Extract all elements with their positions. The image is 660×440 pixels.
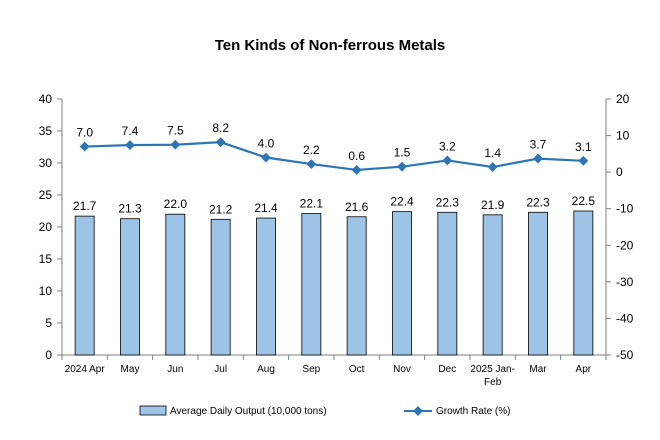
line-data-label: 1.5 bbox=[394, 146, 411, 160]
bar bbox=[74, 215, 95, 356]
bar-data-label: 21.9 bbox=[481, 198, 505, 212]
x-tick-label: 2024 Apr bbox=[65, 364, 106, 375]
legend: Average Daily Output (10,000 tons) Growt… bbox=[139, 405, 510, 417]
line-point bbox=[79, 141, 90, 152]
y-right-tick-label: 10 bbox=[616, 129, 630, 143]
y-right-tick-label: -40 bbox=[616, 311, 634, 325]
line-point bbox=[215, 137, 226, 148]
x-tick-label: Mar bbox=[529, 364, 547, 375]
bar bbox=[437, 211, 458, 356]
bar bbox=[210, 218, 231, 356]
bar-data-label: 22.4 bbox=[390, 195, 414, 209]
x-tick-label: Aug bbox=[257, 364, 275, 375]
y-right-tick-label: -20 bbox=[616, 238, 634, 252]
line-point bbox=[261, 152, 271, 163]
line-point bbox=[578, 155, 589, 166]
line-point bbox=[397, 161, 407, 172]
x-tick-label: May bbox=[121, 364, 140, 375]
bar-data-label: 22.3 bbox=[526, 195, 550, 209]
bar bbox=[120, 218, 140, 356]
line-data-label: 7.5 bbox=[167, 124, 184, 138]
bar bbox=[392, 211, 412, 356]
y-left-tick-label: 30 bbox=[39, 156, 53, 170]
y-right-tick-label: 20 bbox=[616, 92, 630, 106]
line-point bbox=[170, 139, 181, 150]
x-tick-label: Jul bbox=[214, 364, 227, 375]
line-data-label: 4.0 bbox=[258, 137, 275, 151]
bar-data-label: 22.1 bbox=[300, 197, 324, 211]
line-data-label: 8.2 bbox=[212, 121, 229, 135]
x-tick-label: 2025 Jan- bbox=[470, 364, 514, 375]
bar-data-label: 22.0 bbox=[164, 197, 188, 211]
line-point bbox=[306, 159, 317, 170]
legend-label-growth: Growth Rate (%) bbox=[436, 406, 510, 417]
line-data-label: 3.2 bbox=[439, 139, 456, 153]
line-point bbox=[125, 140, 135, 151]
y-left-tick-label: 15 bbox=[39, 252, 53, 266]
legend-marker-growth bbox=[413, 406, 423, 416]
y-left-tick-label: 20 bbox=[39, 220, 53, 234]
line-data-label: 3.1 bbox=[575, 140, 592, 154]
y-right-tick-label: -30 bbox=[616, 275, 634, 289]
y-right-tick-label: -50 bbox=[616, 348, 634, 362]
line-data-label: 3.7 bbox=[530, 138, 547, 152]
line-data-label: 7.4 bbox=[122, 124, 139, 138]
y-left-tick-label: 10 bbox=[39, 284, 53, 298]
y-left-tick-label: 35 bbox=[39, 124, 53, 138]
bar bbox=[301, 213, 322, 356]
bar-data-label: 21.3 bbox=[118, 202, 142, 216]
y-left-tick-label: 0 bbox=[45, 348, 52, 362]
y-left-tick-label: 25 bbox=[39, 188, 53, 202]
bar-data-label: 22.5 bbox=[572, 194, 596, 208]
bar-data-label: 21.2 bbox=[209, 202, 233, 216]
line-data-label: 1.4 bbox=[484, 146, 501, 160]
legend-swatch-output bbox=[139, 405, 167, 416]
x-tick-label: Apr bbox=[576, 364, 592, 375]
bar bbox=[528, 211, 548, 356]
x-tick-label: Oct bbox=[349, 364, 365, 375]
y-left-tick-label: 40 bbox=[39, 92, 53, 106]
bar-data-label: 22.3 bbox=[436, 195, 460, 209]
growth-rate-line bbox=[84, 141, 584, 172]
bar-data-label: 21.7 bbox=[73, 199, 97, 213]
x-tick-label: Dec bbox=[438, 364, 456, 375]
x-tick-label: Sep bbox=[302, 364, 320, 375]
bar bbox=[165, 213, 186, 356]
line-point bbox=[487, 162, 498, 172]
x-tick-label: Nov bbox=[393, 364, 411, 375]
bar bbox=[256, 217, 276, 356]
y-right-tick-label: 0 bbox=[616, 165, 623, 179]
bar bbox=[482, 214, 503, 356]
x-tick-label: Jun bbox=[167, 364, 183, 375]
plot-area: 0 5 10 15 20 25 30 35 40 -50 -40 -30 -20 -10 0 10 20 2024… bbox=[39, 92, 634, 388]
line-data-label: 0.6 bbox=[348, 149, 365, 163]
line-point bbox=[442, 155, 453, 166]
line-data-label: 2.2 bbox=[303, 143, 320, 157]
line-point bbox=[351, 164, 362, 175]
x-tick-label-cont: Feb bbox=[484, 377, 502, 388]
y-left-tick-label: 5 bbox=[45, 316, 52, 330]
bar bbox=[573, 210, 594, 356]
chart-title: Ten Kinds of Non-ferrous Metals bbox=[215, 37, 446, 54]
bar-data-label: 21.4 bbox=[254, 201, 278, 215]
y-right-tick-label: -10 bbox=[616, 202, 634, 216]
legend-label-output: Average Daily Output (10,000 tons) bbox=[170, 406, 327, 417]
bar bbox=[346, 216, 367, 356]
bar-data-label: 21.6 bbox=[345, 200, 369, 214]
line-data-label: 7.0 bbox=[76, 126, 93, 140]
line-point bbox=[533, 153, 543, 164]
